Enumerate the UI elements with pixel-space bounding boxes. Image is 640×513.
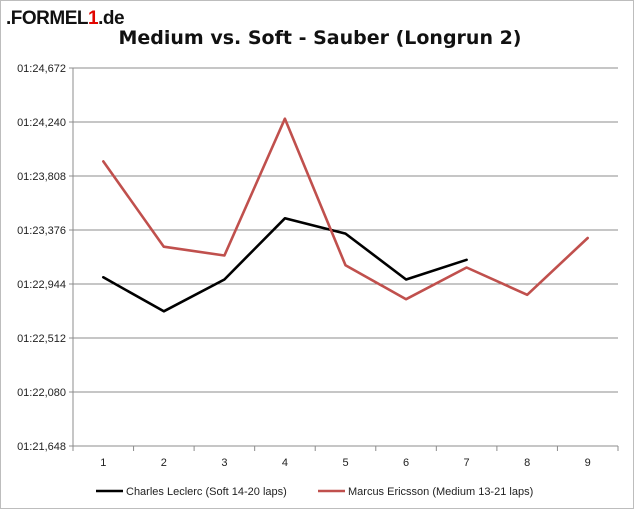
x-tick-label: 7 bbox=[464, 457, 470, 469]
legend-label-1: Charles Leclerc (Soft 14-20 laps) bbox=[126, 486, 287, 498]
y-tick-labels: 01:21,648 01:22,080 01:22,512 01:22,944 01:2… bbox=[17, 63, 66, 453]
x-tick-label: 4 bbox=[282, 457, 288, 469]
legend: Charles Leclerc (Soft 14-20 laps) Marcus … bbox=[96, 486, 533, 498]
logo-suffix: .de bbox=[98, 8, 125, 29]
x-tick-label: 8 bbox=[524, 457, 530, 469]
x-tick-label: 5 bbox=[342, 457, 348, 469]
series-line-2 bbox=[102, 117, 590, 301]
chart-title: Medium vs. Soft - Sauber (Longrun 2) bbox=[118, 27, 522, 49]
y-tick-label: 01:23,808 bbox=[17, 171, 66, 183]
x-tick-label: 9 bbox=[585, 457, 591, 469]
logo-accent: 1 bbox=[88, 8, 99, 29]
x-tick-label: 6 bbox=[403, 457, 409, 469]
y-tick-label: 01:22,944 bbox=[17, 279, 66, 291]
y-tick-label: 01:23,376 bbox=[17, 225, 66, 237]
formel1-logo: .FORMEL1.de bbox=[6, 8, 125, 30]
y-tick-label: 01:22,512 bbox=[17, 333, 66, 345]
series-lines bbox=[102, 117, 590, 313]
x-tick-label: 3 bbox=[221, 457, 227, 469]
x-tick-label: 1 bbox=[100, 457, 106, 469]
y-tick-label: 01:21,648 bbox=[17, 441, 66, 453]
legend-label-2: Marcus Ericsson (Medium 13-21 laps) bbox=[348, 486, 533, 498]
gridlines bbox=[69, 67, 618, 447]
y-tick-label: 01:24,672 bbox=[17, 63, 66, 75]
x-tick-labels: 1 2 3 4 5 6 7 8 9 bbox=[100, 457, 591, 469]
series-line-1 bbox=[102, 217, 468, 313]
logo-prefix: .FORMEL bbox=[6, 8, 89, 29]
y-tick-label: 01:22,080 bbox=[17, 387, 66, 399]
y-tick-label: 01:24,240 bbox=[17, 117, 66, 129]
x-tick-label: 2 bbox=[161, 457, 167, 469]
axes bbox=[72, 68, 619, 451]
